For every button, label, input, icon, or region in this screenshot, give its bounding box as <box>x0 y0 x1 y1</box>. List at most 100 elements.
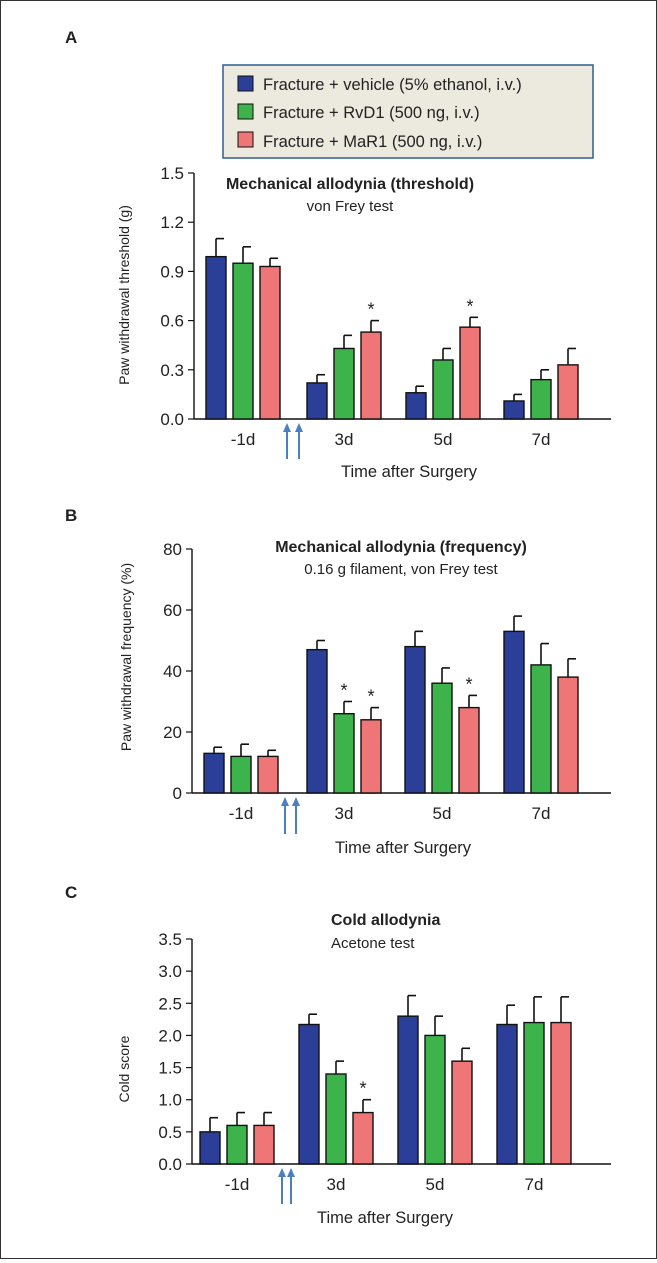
chart-b-bar <box>557 676 579 794</box>
chart-b-title: Mechanical allodynia (frequency) <box>275 539 527 556</box>
chart-a-bar <box>432 359 454 420</box>
chart-panel-b: Mechanical allodynia (frequency) 0.16 g … <box>118 539 611 857</box>
chart-c-title: Cold allodynia <box>331 912 440 929</box>
chart-b-x-tick-label: 3d <box>335 804 354 823</box>
chart-b-y-tick-label: 40 <box>163 662 182 681</box>
chart-c-x-tick-label: 3d <box>327 1175 346 1194</box>
chart-c-y-tick-label: 2.0 <box>158 1026 182 1045</box>
chart-c-treatment-arrowhead <box>287 1168 295 1177</box>
chart-a-bar <box>205 255 227 420</box>
chart-b-y-tick-label: 60 <box>163 601 182 620</box>
chart-b-x-tick-label: -1d <box>229 804 254 823</box>
chart-a-ylabel: Paw withdrawal threshold (g) <box>116 205 132 385</box>
chart-b-x-tick-label: 5d <box>433 804 452 823</box>
chart-b-bar <box>530 664 552 794</box>
chart-a-bar <box>232 262 254 420</box>
chart-c-bar <box>253 1124 275 1165</box>
legend-swatch-vehicle <box>237 75 254 92</box>
chart-c-x-tick-label: -1d <box>225 1175 250 1194</box>
chart-c-bar <box>451 1060 473 1165</box>
chart-a-y-tick-label: 0.9 <box>160 262 184 281</box>
legend-label-mar1: Fracture + MaR1 (500 ng, i.v.) <box>263 133 482 151</box>
chart-b-bar <box>306 648 328 794</box>
chart-c-bar <box>325 1073 347 1165</box>
panel-label-a: A <box>65 28 77 47</box>
chart-a-y-tick-label: 0.0 <box>160 410 184 429</box>
chart-c-bar <box>199 1131 221 1165</box>
chart-c-bar <box>397 1015 419 1165</box>
chart-b-bar <box>360 719 382 794</box>
chart-b-xlabel: Time after Surgery <box>335 839 472 857</box>
chart-c-bar <box>424 1034 446 1165</box>
chart-b-bar <box>503 630 525 794</box>
chart-a-y-tick-label: 1.5 <box>160 164 184 183</box>
chart-a-bar <box>557 364 579 420</box>
chart-c-treatment-arrowhead <box>278 1168 286 1177</box>
chart-a-bar <box>306 382 328 420</box>
chart-c-xlabel: Time after Surgery <box>317 1209 454 1227</box>
chart-b-bar <box>458 706 480 794</box>
chart-b-ylabel: Paw withdrawal frequency (%) <box>118 563 134 751</box>
chart-b-bar <box>257 755 279 794</box>
chart-a-bar <box>405 392 427 420</box>
chart-a-bar <box>530 378 552 420</box>
chart-a-plot: 0.0 0.3 0.6 0.9 1.2 1.5 -1d * 3d * 5d 7d <box>160 164 611 459</box>
chart-panel-c: Cold allodynia Acetone test Cold score T… <box>116 912 611 1227</box>
chart-b-x-tick-label: 7d <box>532 804 551 823</box>
chart-a-y-tick-label: 0.6 <box>160 312 184 331</box>
chart-a-x-tick-label: 7d <box>532 430 551 449</box>
chart-b-bar <box>333 713 355 794</box>
legend-swatch-mar1 <box>237 131 254 148</box>
chart-c-y-tick-label: 0.5 <box>158 1123 182 1142</box>
chart-a-xlabel: Time after Surgery <box>341 463 478 481</box>
chart-c-bar <box>352 1111 374 1165</box>
chart-c-bar <box>550 1021 572 1165</box>
chart-a-significance-marker: * <box>466 296 473 316</box>
chart-a-bar <box>360 331 382 420</box>
chart-a-x-tick-label: 3d <box>335 430 354 449</box>
panel-label-c: C <box>65 883 77 902</box>
chart-a-subtitle: von Frey test <box>307 198 395 215</box>
chart-c-ylabel: Cold score <box>116 1035 132 1102</box>
legend-swatch-rvd1 <box>237 103 254 120</box>
chart-a-bar <box>459 326 481 420</box>
chart-c-y-tick-label: 3.0 <box>158 962 182 981</box>
chart-c-y-tick-label: 0.0 <box>158 1155 182 1174</box>
chart-c-y-tick-label: 1.0 <box>158 1091 182 1110</box>
chart-b-bar <box>230 755 252 794</box>
chart-b-significance-marker: * <box>465 674 472 694</box>
chart-panel-a: Mechanical allodynia (threshold) von Fre… <box>116 164 611 481</box>
chart-a-x-tick-label: 5d <box>434 430 453 449</box>
chart-b-bar <box>203 752 225 794</box>
chart-b-plot: 0 20 40 60 80 -1d * * 3d * 5d 7d <box>163 540 611 834</box>
chart-b-bar <box>404 645 426 794</box>
chart-c-bar <box>523 1021 545 1165</box>
chart-c-y-tick-label: 1.5 <box>158 1059 182 1078</box>
chart-c-plot: 0.0 0.5 1.0 1.5 2.0 2.5 3.0 3.5 -1d * 3d 5d 7d <box>158 930 611 1204</box>
legend: Fracture + vehicle (5% ethanol, i.v.) Fr… <box>222 64 594 159</box>
chart-b-y-tick-label: 20 <box>163 723 182 742</box>
chart-b-bar <box>431 682 453 794</box>
chart-c-x-tick-label: 5d <box>426 1175 445 1194</box>
chart-b-y-tick-label: 80 <box>163 540 182 559</box>
legend-label-rvd1: Fracture + RvD1 (500 ng, i.v.) <box>263 104 480 122</box>
chart-c-subtitle: Acetone test <box>331 935 415 952</box>
chart-b-treatment-arrowhead <box>281 797 289 806</box>
chart-c-y-tick-label: 3.5 <box>158 930 182 949</box>
chart-a-bar <box>259 265 281 420</box>
chart-a-y-tick-label: 0.3 <box>160 361 184 380</box>
chart-b-significance-marker: * <box>367 687 374 707</box>
chart-a-x-tick-label: -1d <box>231 430 256 449</box>
chart-c-bar <box>298 1023 320 1165</box>
chart-b-treatment-arrowhead <box>292 797 300 806</box>
panel-label-b: B <box>65 506 77 525</box>
chart-a-significance-marker: * <box>367 300 374 320</box>
chart-a-bar <box>333 347 355 420</box>
chart-c-bar <box>226 1124 248 1165</box>
chart-b-subtitle: 0.16 g filament, von Frey test <box>304 561 498 578</box>
chart-a-bar <box>503 400 525 420</box>
chart-c-significance-marker: * <box>359 1079 366 1099</box>
chart-a-title: Mechanical allodynia (threshold) <box>226 176 474 193</box>
